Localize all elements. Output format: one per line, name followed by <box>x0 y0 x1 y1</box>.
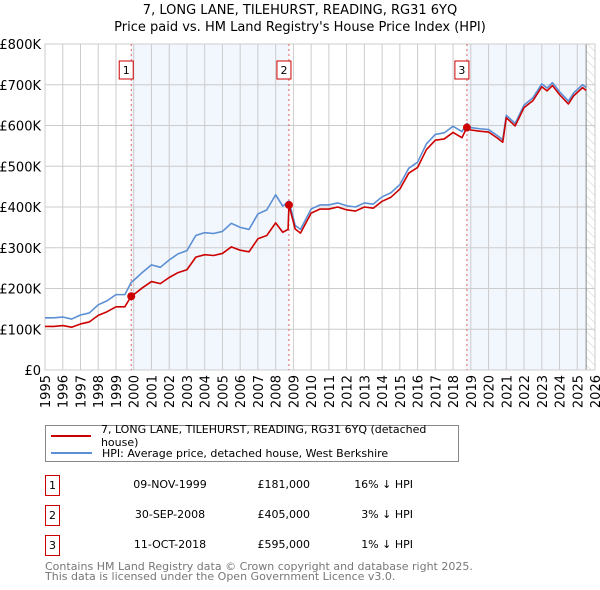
y-tick-label: £400K <box>0 201 41 216</box>
x-tick-label: 2014 <box>376 375 391 408</box>
sale-annotation-box <box>276 60 292 80</box>
x-tick-label: 2021 <box>500 375 515 408</box>
x-tick-label: 2009 <box>287 375 302 408</box>
x-tick-label: 2006 <box>234 375 249 408</box>
x-tick-label: 2015 <box>394 375 409 408</box>
sale-annotation-label: 3 <box>458 64 465 77</box>
sale-marker-badge: 3 <box>45 535 60 556</box>
plot-frame <box>44 43 596 371</box>
x-tick-label: 2023 <box>536 375 551 408</box>
x-tick-label: 1995 <box>39 375 54 408</box>
sale-point <box>284 200 293 209</box>
x-tick-label: 2017 <box>429 375 444 408</box>
sale-annotation-label: 1 <box>123 64 130 77</box>
sale-point <box>462 123 471 132</box>
sale-date: 30-SEP-2008 <box>134 508 206 521</box>
sale-hpi-diff: 3% ↓ HPI <box>361 508 413 521</box>
legend-label-hpi: HPI: Average price, detached house, West… <box>102 446 389 460</box>
x-tick-label: 2002 <box>163 375 178 408</box>
x-tick-label: 2019 <box>465 375 480 408</box>
footer-licence: This data is licensed under the Open Gov… <box>45 570 396 583</box>
property-price-line <box>45 84 587 329</box>
x-tick-label: 1996 <box>57 375 72 408</box>
x-tick-label: 2008 <box>270 375 285 408</box>
chart-title: 7, LONG LANE, TILEHURST, READING, RG31 6… <box>142 3 458 18</box>
y-tick-label: £500K <box>0 160 41 175</box>
y-tick-label: £700K <box>0 79 41 94</box>
sale-price: £595,000 <box>257 538 311 551</box>
x-tick-label: 2011 <box>323 375 338 408</box>
x-tick-label: 2024 <box>554 375 569 408</box>
x-tick-label: 2026 <box>589 375 600 408</box>
chart-subtitle: Price paid vs. HM Land Registry's House … <box>114 20 486 35</box>
sale-point <box>127 292 136 301</box>
x-tick-label: 2001 <box>145 375 160 408</box>
legend: 7, LONG LANE, TILEHURST, READING, RG31 6… <box>45 423 459 462</box>
sale-row: 3 11-OCT-2018 £595,000 1% ↓ HPI <box>45 535 445 556</box>
sale-date: 09-NOV-1999 <box>133 478 207 491</box>
x-tick-label: 1999 <box>110 375 125 408</box>
y-tick-label: £0 <box>24 364 41 379</box>
sale-price: £181,000 <box>257 478 311 491</box>
sale-row: 1 09-NOV-1999 £181,000 16% ↓ HPI <box>45 475 445 496</box>
sale-price: £405,000 <box>257 508 311 521</box>
x-tick-label: 1997 <box>74 375 89 408</box>
y-tick-label: £300K <box>0 242 41 257</box>
plot-area: £0 £100K £200K £300K £400K £500K £600K £700K £80… <box>0 38 600 408</box>
x-tick-label: 2025 <box>571 375 586 408</box>
x-tick-label: 2018 <box>447 375 462 408</box>
x-tick-label: 1998 <box>92 375 107 408</box>
x-tick-label: 2003 <box>181 375 196 408</box>
sale-marker-badge: 1 <box>45 475 60 496</box>
legend-label-property: 7, LONG LANE, TILEHURST, READING, RG31 6… <box>100 423 427 449</box>
sale-annotation-box <box>454 60 470 80</box>
sale-annotation-box <box>118 60 134 80</box>
x-tick-label: 2010 <box>305 375 320 408</box>
sale-annotation-label: 2 <box>280 64 287 77</box>
x-tick-label: 2012 <box>341 375 356 408</box>
x-tick-label: 2022 <box>518 375 533 408</box>
y-tick-label: £200K <box>0 283 41 298</box>
sale-hpi-diff: 1% ↓ HPI <box>361 538 413 551</box>
sale-date: 11-OCT-2018 <box>133 538 207 551</box>
sale-row: 2 30-SEP-2008 £405,000 3% ↓ HPI <box>45 505 445 526</box>
y-tick-label: £600K <box>0 120 41 135</box>
x-tick-label: 2020 <box>483 375 498 408</box>
sale-hpi-diff: 16% ↓ HPI <box>354 478 413 491</box>
x-tick-label: 2013 <box>358 375 373 408</box>
footer-copyright: Contains HM Land Registry data © Crown c… <box>45 560 473 573</box>
y-tick-label: £100K <box>0 323 41 338</box>
x-tick-label: 2004 <box>199 375 214 408</box>
x-tick-label: 2016 <box>412 375 427 408</box>
sale-marker-badge: 2 <box>45 505 60 526</box>
hpi-line <box>45 81 587 320</box>
x-tick-label: 2005 <box>216 375 231 408</box>
legend-swatch-hpi <box>51 452 92 454</box>
legend-swatch-property <box>51 435 91 437</box>
y-tick-label: £800K <box>0 38 41 53</box>
x-tick-label: 2000 <box>128 375 143 408</box>
x-tick-label: 2007 <box>252 375 267 408</box>
